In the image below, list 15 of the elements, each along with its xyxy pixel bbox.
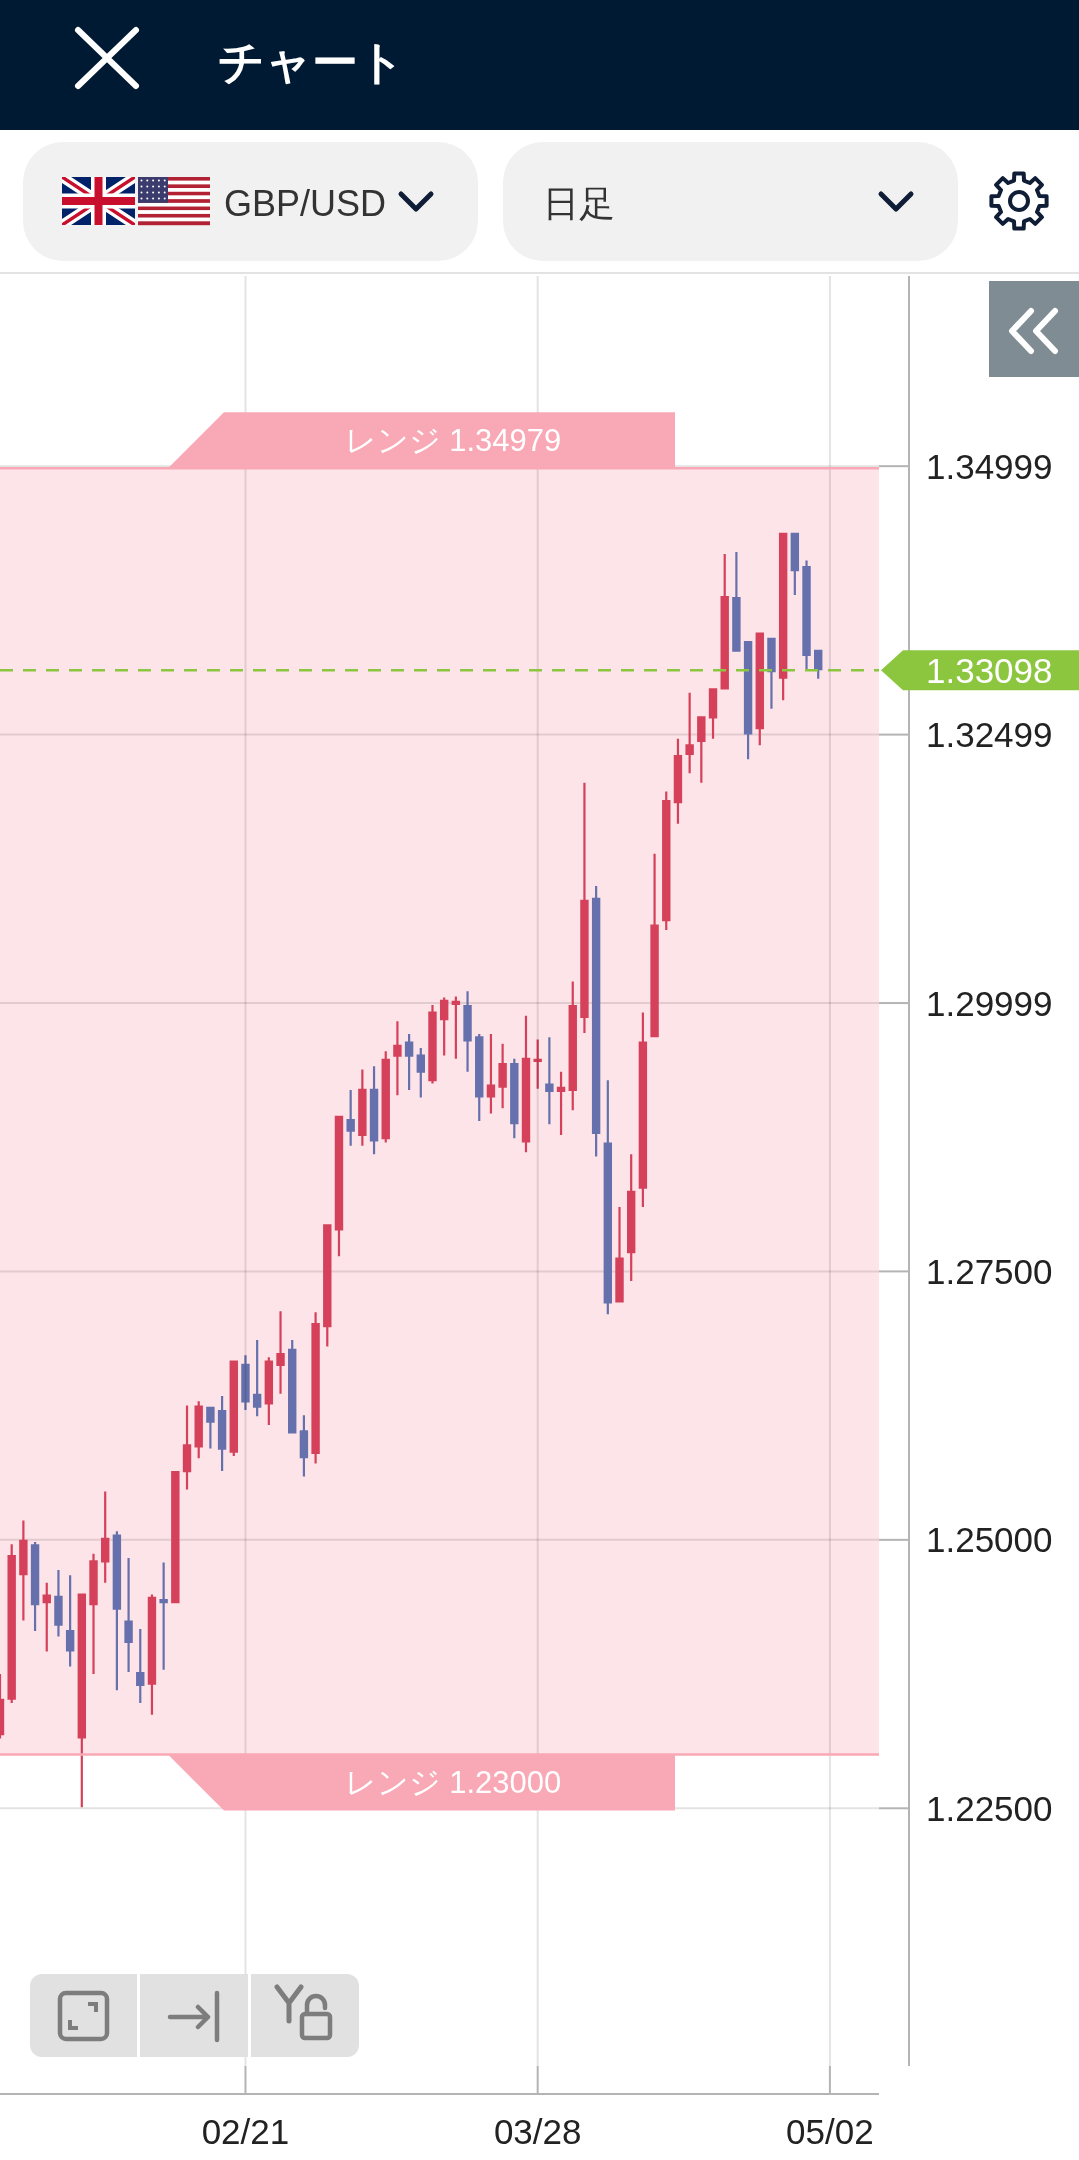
y-tick-label: 1.27500 (926, 1251, 1053, 1291)
ref-line-label: レンジ 1.23000 (344, 1765, 562, 1801)
y-tick-label: 1.25000 (926, 1520, 1053, 1560)
chart-subtitle: GBP/USD (224, 182, 387, 224)
x-tick-label: 02/21 (201, 2111, 290, 2151)
y-tick-label: 1.32499 (926, 715, 1053, 755)
ref-line-label: 1.33098 (926, 650, 1053, 690)
chart-title: チャート (218, 36, 405, 88)
text: 日足 (543, 182, 615, 224)
ref-line-label: レンジ 1.34979 (344, 422, 562, 458)
y-tick-label: 1.29999 (926, 983, 1053, 1023)
x-tick-label: 03/28 (493, 2111, 582, 2151)
x-tick-label: 05/02 (786, 2111, 874, 2151)
y-tick-label: 1.22500 (926, 1788, 1053, 1828)
y-tick-label: 1.34999 (926, 446, 1053, 486)
